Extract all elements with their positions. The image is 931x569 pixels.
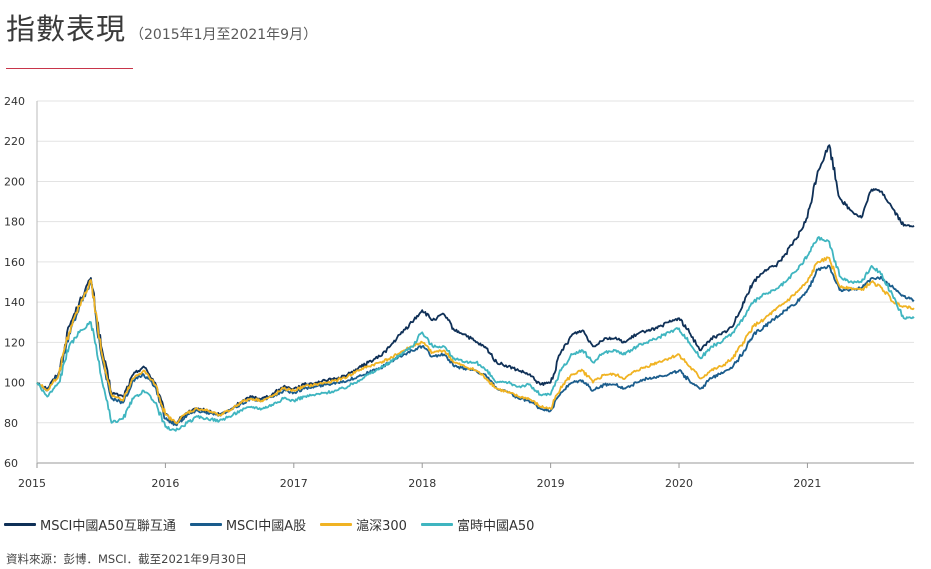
y-tick-label: 100 <box>4 377 25 390</box>
legend-label: 滬深300 <box>356 519 407 534</box>
legend-swatch <box>320 523 353 526</box>
legend-item: MSCI中國A50互聯互通 <box>4 515 176 534</box>
y-tick-label: 200 <box>4 175 25 188</box>
x-tick-label: 2019 <box>537 477 565 490</box>
series-lines <box>36 144 915 432</box>
y-tick-label: 220 <box>4 135 25 148</box>
legend-item: 富時中國A50 <box>420 515 535 534</box>
y-tick-label: 80 <box>4 417 18 430</box>
chart-legend: MSCI中國A50互聯互通 MSCI中國A股 滬深300 富時中國A50 <box>4 515 548 534</box>
y-tick-label: 160 <box>4 256 25 269</box>
x-tick-label: 2021 <box>793 477 821 490</box>
y-tick-label: 240 <box>4 95 25 108</box>
legend-item: MSCI中國A股 <box>189 515 307 534</box>
series-line-1 <box>36 264 915 427</box>
y-tick-label: 140 <box>4 296 25 309</box>
x-tick-label: 2018 <box>408 477 436 490</box>
page-title: 指數表現 <box>6 12 127 46</box>
x-tick-label: 2016 <box>151 477 179 490</box>
series-line-2 <box>36 256 915 425</box>
x-tick-label: 2020 <box>665 477 693 490</box>
source-note: 資料來源：彭博．MSCI．截至2021年9月30日 <box>6 552 247 566</box>
legend-label: 富時中國A50 <box>456 519 535 534</box>
y-tick-label: 180 <box>4 216 25 229</box>
chart-title-block: 指數表現 （2015年1月至2021年9月） <box>6 6 317 48</box>
y-axis-ticks: 60 80 100 120 140 160 180 200 220 240 <box>4 95 25 470</box>
gridlines <box>37 100 914 464</box>
legend-label: MSCI中國A股 <box>225 519 307 534</box>
legend-item: 滬深300 <box>320 515 407 534</box>
page-subtitle: （2015年1月至2021年9月） <box>130 27 318 43</box>
legend-label: MSCI中國A50互聯互通 <box>40 519 176 534</box>
y-tick-label: 60 <box>4 457 18 470</box>
x-tick-label: 2017 <box>280 477 308 490</box>
legend-swatch <box>420 523 453 526</box>
x-axis-ticks: 2015 2016 2017 2018 2019 2020 2021 <box>18 101 821 490</box>
y-tick-label: 120 <box>4 336 25 349</box>
legend-swatch <box>4 523 36 526</box>
series-line-3 <box>36 236 915 432</box>
legend-swatch <box>189 523 222 526</box>
title-divider <box>6 68 133 69</box>
x-tick-label: 2015 <box>18 477 46 490</box>
